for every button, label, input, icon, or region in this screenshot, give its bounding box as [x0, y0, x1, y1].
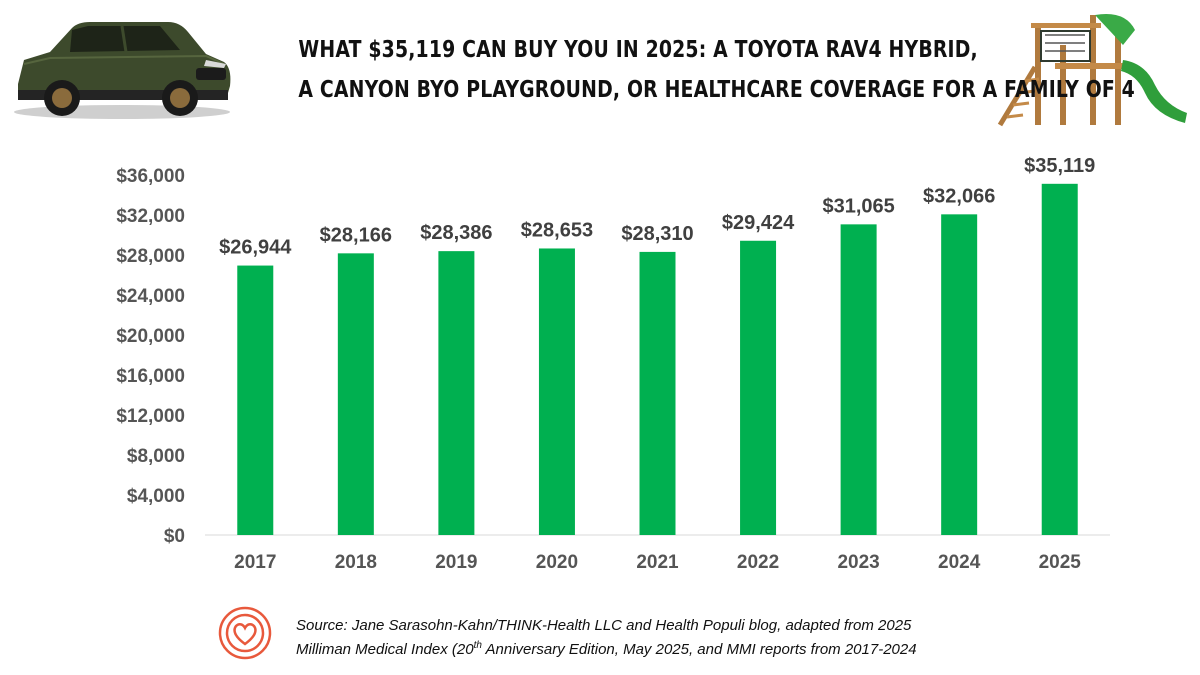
data-label: $32,066: [923, 185, 995, 207]
chart-title-line-1: WHAT $35,119 CAN BUY YOU IN 2025: A TOYO…: [298, 37, 978, 63]
bar: [639, 251, 676, 535]
source-line-2-suffix: Anniversary Edition, May 2025, and MMI r…: [481, 641, 917, 658]
toyota-rav4-hybrid-image: [14, 22, 231, 119]
y-tick-label: $12,000: [116, 406, 185, 427]
source-line-2: Milliman Medical Index (20th Anniversary…: [296, 636, 1016, 660]
data-label: $31,065: [822, 195, 894, 217]
y-tick-label: $0: [164, 526, 185, 547]
y-tick-label: $8,000: [127, 446, 185, 467]
data-label: $28,310: [621, 223, 693, 245]
bar: [438, 251, 475, 535]
x-tick-label: 2018: [335, 552, 377, 573]
x-tick-label: 2021: [636, 552, 679, 573]
x-tick-label: 2024: [938, 552, 981, 573]
source-note: Source: Jane Sarasohn-Kahn/THINK-Health …: [296, 616, 1016, 660]
bar: [1041, 183, 1078, 535]
data-label: $35,119: [1024, 155, 1095, 177]
source-line-2-sup: th: [473, 640, 482, 651]
x-tick-label: 2019: [435, 552, 477, 573]
x-tick-label: 2017: [234, 552, 276, 573]
y-tick-label: $32,000: [116, 206, 185, 227]
x-tick-label: 2020: [536, 552, 578, 573]
x-tick-label: 2022: [737, 552, 779, 573]
x-tick-label: 2025: [1039, 552, 1082, 573]
source-line-2-prefix: Milliman Medical Index (20: [296, 641, 474, 658]
data-label: $29,424: [722, 212, 795, 234]
heart-rings-logo-icon: [218, 606, 272, 660]
y-tick-label: $24,000: [116, 286, 185, 307]
y-tick-label: $16,000: [116, 366, 185, 387]
bar: [941, 214, 978, 535]
y-tick-label: $28,000: [116, 246, 185, 267]
y-tick-label: $20,000: [116, 326, 185, 347]
bar: [237, 265, 274, 535]
bar: [337, 253, 374, 535]
data-label: $28,166: [320, 224, 392, 246]
bar: [538, 248, 575, 535]
canyon-byo-playground-image: [997, 14, 1187, 127]
data-label: $28,386: [420, 222, 492, 244]
source-line-1: Source: Jane Sarasohn-Kahn/THINK-Health …: [296, 617, 912, 634]
data-label: $26,944: [219, 237, 292, 259]
bar: [840, 224, 877, 535]
y-tick-label: $4,000: [127, 486, 185, 507]
x-tick-label: 2023: [837, 552, 879, 573]
bar: [740, 240, 777, 535]
data-label: $28,653: [521, 219, 593, 241]
y-tick-label: $36,000: [116, 166, 185, 187]
